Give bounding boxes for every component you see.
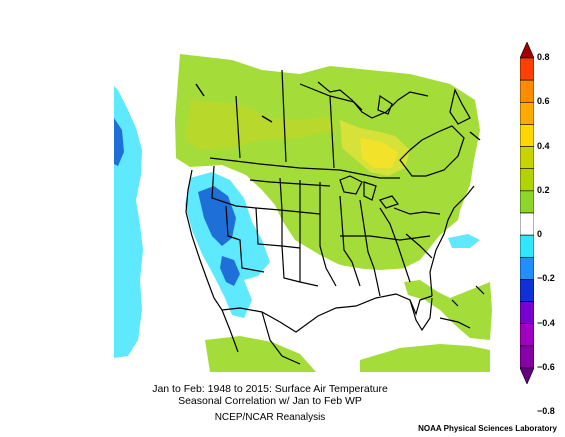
colorbar-bin <box>520 323 534 347</box>
positive-correlation-mexico <box>205 336 316 372</box>
negative-correlation-pacific-core <box>114 118 124 166</box>
colorbar-bin <box>520 256 534 280</box>
color-scale-bar <box>520 42 534 384</box>
colorbar-tick-label: 0 <box>537 229 543 240</box>
colorbar-bin <box>520 345 534 369</box>
colorbar-bin <box>520 42 534 59</box>
colorbar-bin <box>520 234 534 258</box>
colorbar-tick-label: −0.6 <box>537 362 555 372</box>
positive-correlation-caribbean <box>360 344 490 372</box>
colorbar-bin <box>520 79 534 103</box>
colorbar-tick-label: 0.8 <box>537 52 550 62</box>
colorbar-bin <box>520 212 534 236</box>
positive-correlation-northeast <box>185 100 335 150</box>
colorbar-bin <box>520 301 534 325</box>
colorbar-bin <box>520 146 534 170</box>
negative-correlation-southwest-core <box>220 256 240 286</box>
colorbar-tick-label: −0.4 <box>537 317 555 328</box>
map-title: Jan to Feb: 1948 to 2015: Surface Air Te… <box>152 383 388 395</box>
colorbar-bin <box>520 124 534 147</box>
positive-correlation-north <box>175 54 480 270</box>
colorbar-bin <box>520 57 534 81</box>
map-subtitle: Seasonal Correlation w/ Jan to Feb WP <box>178 395 362 407</box>
dataset-label: NCEP/NCAR Reanalysis <box>214 412 326 423</box>
colorbar-tick-label: −0.2 <box>537 273 555 284</box>
colorbar-tick-label: 0.4 <box>537 140 550 151</box>
colorbar-tick-label: 0.6 <box>537 96 550 107</box>
positive-correlation-peak <box>360 138 398 168</box>
negative-correlation-atlantic <box>448 234 480 248</box>
neutral-area-south <box>180 170 470 345</box>
coastline-fragments <box>195 83 481 141</box>
colorbar-bin <box>520 367 534 384</box>
political-boundaries <box>185 69 485 365</box>
colorbar-tick-label: 0.2 <box>537 184 550 195</box>
colorbar-tick-label: −0.8 <box>537 406 555 417</box>
colorbar-bin <box>520 279 534 302</box>
lab-credit: NOAA Physical Sciences Laboratory <box>418 424 557 433</box>
positive-correlation-atlantic <box>404 280 492 340</box>
colorbar-bin <box>520 168 534 192</box>
colorbar-bin <box>520 101 534 125</box>
colorbar-bin <box>520 190 534 214</box>
negative-correlation-west-core <box>198 186 236 246</box>
